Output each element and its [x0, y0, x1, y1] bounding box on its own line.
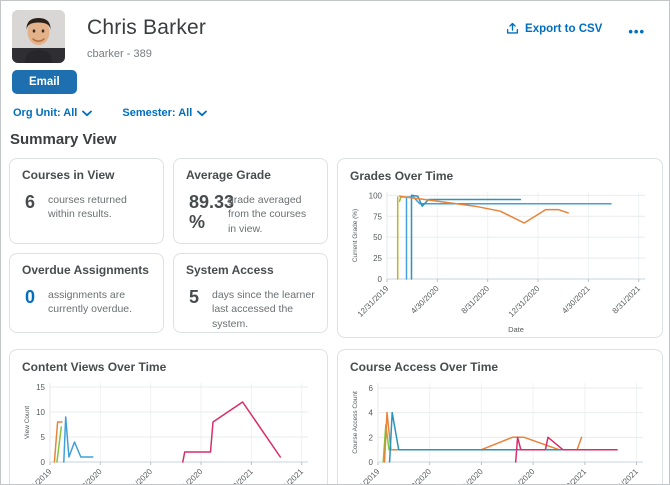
chevron-down-icon	[82, 110, 93, 117]
svg-text:0: 0	[41, 458, 46, 467]
average-grade-value: 89.33 %	[189, 192, 235, 232]
average-grade-card: Average Grade 89.33 % grade averaged fro…	[173, 158, 328, 244]
courses-in-view-card: Courses in View 6 courses returned withi…	[9, 158, 164, 244]
svg-text:5: 5	[41, 433, 46, 442]
more-options-icon: •••	[628, 24, 645, 39]
chart-title: Content Views Over Time	[22, 360, 167, 374]
average-grade-description: grade averaged from the courses in view.	[227, 194, 307, 235]
export-to-csv-label: Export to CSV	[525, 22, 603, 35]
svg-text:2: 2	[369, 433, 374, 442]
svg-text:8/31/2020: 8/31/2020	[460, 284, 492, 316]
svg-text:12/31/2020: 12/31/2020	[507, 284, 542, 319]
identity: Chris Barker cbarker - 389	[87, 16, 206, 63]
more-options-button[interactable]: •••	[628, 22, 645, 38]
overdue-assignments-value: 0	[25, 287, 36, 307]
org-unit-filter[interactable]: Org Unit: All	[13, 107, 93, 119]
svg-text:25: 25	[373, 254, 382, 263]
chart-title: Grades Over Time	[350, 169, 454, 183]
svg-text:75: 75	[373, 212, 382, 221]
org-unit-filter-label: Org Unit: All	[13, 107, 78, 119]
svg-text:4/30/2020: 4/30/2020	[72, 467, 104, 485]
chart-title: Course Access Over Time	[350, 360, 499, 374]
svg-text:4/30/2020: 4/30/2020	[402, 467, 434, 485]
grades-over-time-card: Grades Over Time 0 25 50 75 100 12/31/2019 4/3…	[337, 158, 663, 338]
header: Chris Barker cbarker - 389 Export to CSV…	[1, 1, 669, 63]
svg-text:12/31/2019: 12/31/2019	[22, 467, 54, 485]
svg-text:View Count: View Count	[24, 406, 31, 439]
svg-text:0: 0	[369, 458, 374, 467]
svg-text:12/31/2019: 12/31/2019	[350, 467, 382, 485]
filter-bar: Org Unit: All Semester: All	[1, 94, 669, 119]
system-access-description: days since the learner last accessed the…	[212, 289, 315, 330]
svg-text:Date: Date	[508, 325, 524, 334]
svg-text:8/31/2020: 8/31/2020	[123, 467, 155, 485]
svg-text:4/30/2020: 4/30/2020	[409, 284, 441, 316]
svg-text:50: 50	[373, 233, 382, 242]
course-access-over-time-card: Course Access Over Time 0 2 4 6 12/31/2019 4/…	[337, 349, 663, 485]
svg-text:4/30/2021: 4/30/2021	[557, 467, 589, 485]
email-row: Email	[1, 63, 669, 94]
profile-photo-image	[12, 10, 65, 63]
content-views-over-time-chart: 0 5 10 15 12/31/2019 4/30/2020 8/31/2020 12/31/…	[22, 376, 315, 485]
svg-text:10: 10	[36, 408, 45, 417]
header-actions: Export to CSV •••	[506, 22, 645, 63]
card-title: Overdue Assignments	[22, 263, 149, 277]
system-access-value: 5	[189, 287, 200, 307]
profile-photo	[12, 10, 65, 63]
svg-text:100: 100	[369, 191, 383, 200]
chevron-down-icon	[197, 110, 208, 117]
card-title: Average Grade	[186, 168, 271, 182]
svg-text:12/31/2019: 12/31/2019	[356, 284, 391, 319]
charts-row: Content Views Over Time 0 5 10 15 12/31/2019…	[1, 339, 669, 485]
learner-username: cbarker - 389	[87, 48, 152, 60]
svg-text:4: 4	[369, 409, 374, 418]
email-button[interactable]: Email	[12, 70, 77, 94]
export-to-csv-button[interactable]: Export to CSV	[506, 22, 602, 35]
semester-filter[interactable]: Semester: All	[122, 107, 208, 119]
overdue-assignments-card: Overdue Assignments 0 assignments are cu…	[9, 253, 164, 333]
card-title: Courses in View	[22, 168, 115, 182]
course-access-over-time-chart: 0 2 4 6 12/31/2019 4/30/2020 8/31/2020 12/31/20…	[350, 376, 650, 485]
courses-in-view-value: 6	[25, 192, 36, 212]
svg-text:Current Grade (%): Current Grade (%)	[352, 209, 359, 262]
card-title: System Access	[186, 263, 274, 277]
page-title: Summary View	[10, 131, 117, 148]
svg-text:0: 0	[378, 275, 383, 284]
svg-text:12/31/2020: 12/31/2020	[170, 467, 205, 485]
svg-text:12/31/2020: 12/31/2020	[502, 467, 537, 485]
svg-text:8/31/2021: 8/31/2021	[608, 467, 640, 485]
svg-text:15: 15	[36, 383, 45, 392]
courses-in-view-description: courses returned within results.	[48, 194, 127, 221]
grades-over-time-chart: 0 25 50 75 100 12/31/2019 4/30/2020 8/31/2020 12…	[350, 185, 650, 335]
overdue-assignments-description: assignments are currently overdue.	[48, 289, 133, 316]
profile-block: Chris Barker cbarker - 389	[12, 10, 206, 63]
svg-text:8/31/2021: 8/31/2021	[274, 467, 306, 485]
learner-name: Chris Barker	[87, 16, 207, 39]
svg-text:4/30/2021: 4/30/2021	[560, 284, 592, 316]
svg-text:8/31/2021: 8/31/2021	[611, 284, 643, 316]
export-icon	[506, 22, 519, 35]
svg-text:4/30/2021: 4/30/2021	[223, 467, 255, 485]
system-access-card: System Access 5 days since the learner l…	[173, 253, 328, 333]
semester-filter-label: Semester: All	[122, 107, 193, 119]
metric-cards: Courses in View 6 courses returned withi…	[9, 158, 328, 338]
summary-dashboard: Courses in View 6 courses returned withi…	[1, 148, 669, 338]
svg-text:8/31/2020: 8/31/2020	[453, 467, 485, 485]
svg-text:Course Access Count: Course Access Count	[352, 391, 359, 454]
svg-text:6: 6	[369, 384, 374, 393]
content-views-over-time-card: Content Views Over Time 0 5 10 15 12/31/2019…	[9, 349, 328, 485]
